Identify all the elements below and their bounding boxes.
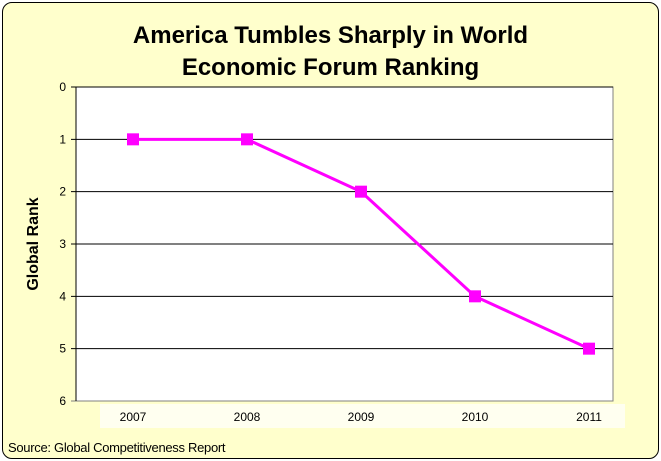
data-point-marker bbox=[127, 133, 139, 146]
x-axis-label-band bbox=[100, 404, 625, 428]
y-tick-label: 5 bbox=[59, 342, 66, 356]
source-note: Source: Global Competitiveness Report bbox=[8, 440, 226, 455]
y-tick-label: 6 bbox=[59, 394, 66, 408]
x-tick-label: 2008 bbox=[234, 410, 261, 424]
title-line-2: Economic Forum Ranking bbox=[181, 54, 480, 81]
x-tick-label: 2010 bbox=[462, 410, 489, 424]
title-line-1: America Tumbles Sharply in World bbox=[132, 22, 529, 49]
x-tick-label: 2009 bbox=[348, 410, 375, 424]
y-tick-label: 3 bbox=[59, 237, 66, 251]
data-point-marker bbox=[469, 290, 481, 303]
x-tick-label: 2007 bbox=[120, 410, 147, 424]
y-tick-label: 1 bbox=[59, 132, 66, 146]
x-tick-label: 2011 bbox=[576, 410, 602, 424]
chart-title: America Tumbles Sharply in World Economi… bbox=[0, 20, 661, 84]
data-point-marker bbox=[583, 342, 595, 355]
y-tick-label: 2 bbox=[59, 185, 66, 199]
y-tick-label: 4 bbox=[59, 289, 66, 303]
y-tick-label: 0 bbox=[59, 80, 66, 94]
data-point-marker bbox=[355, 185, 367, 198]
data-point-marker bbox=[241, 133, 253, 146]
